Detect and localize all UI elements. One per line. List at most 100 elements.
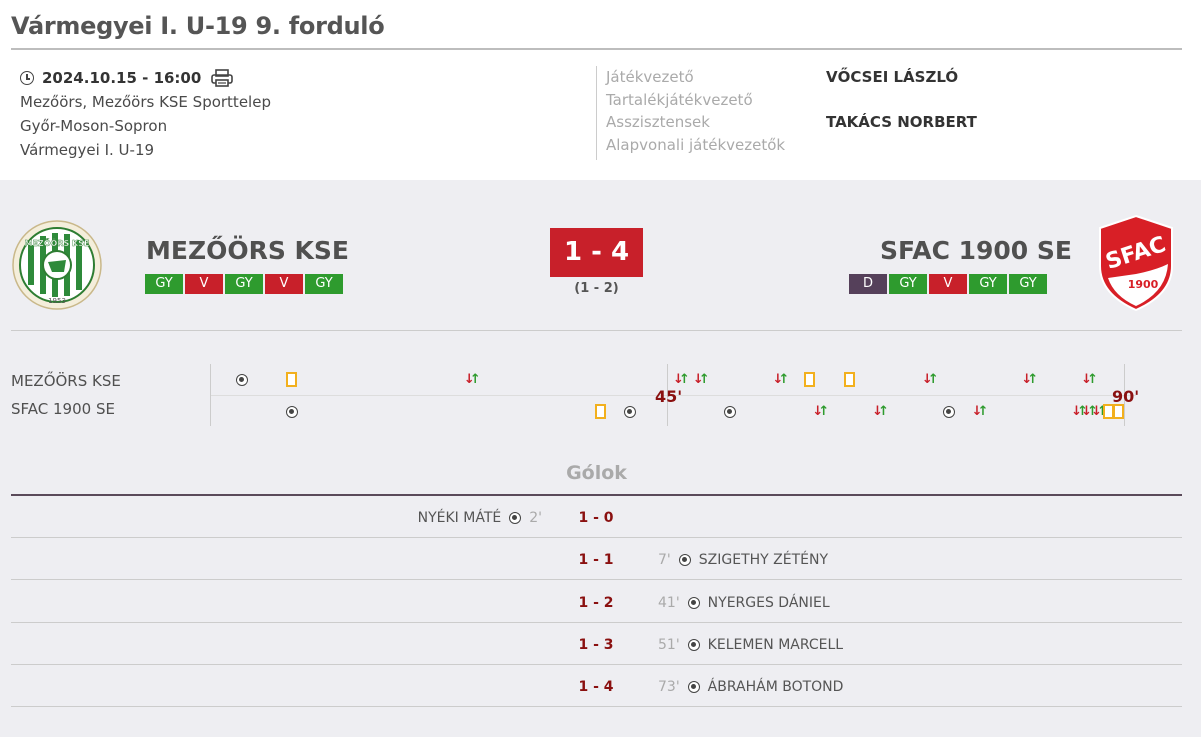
goal-minute: 7' bbox=[658, 552, 671, 569]
away-goal-entry: 41' NYERGES DÁNIEL bbox=[658, 595, 830, 611]
home-form-2: V bbox=[185, 274, 223, 294]
away-ball-event[interactable] bbox=[285, 406, 298, 418]
goal-row: 1 - 3 51' KELEMEN MARCELL bbox=[11, 623, 1182, 665]
timeline-half-tick bbox=[667, 364, 668, 426]
match-datetime: 2024.10.15 - 16:00 bbox=[42, 69, 202, 87]
away-card-event[interactable] bbox=[594, 404, 606, 419]
goal-score: 1 - 2 bbox=[578, 594, 614, 611]
home-sub-event[interactable] bbox=[773, 372, 790, 388]
goal-scorer[interactable]: NYERGES DÁNIEL bbox=[707, 594, 830, 611]
final-score: 1 - 4 bbox=[550, 228, 643, 277]
home-sub-event[interactable] bbox=[693, 372, 710, 388]
goal-minute: 73' bbox=[658, 679, 680, 696]
home-card-event[interactable] bbox=[843, 372, 855, 387]
away-goal-entry: 73' ÁBRAHÁM BOTOND bbox=[658, 679, 843, 695]
ball-icon bbox=[687, 638, 700, 651]
away-form-3: V bbox=[929, 274, 967, 294]
home-sub-event[interactable] bbox=[1081, 372, 1098, 388]
halftime-score: (1 - 2) bbox=[574, 281, 619, 296]
goal-row: 1 - 0 NYÉKI MÁTÉ 2' bbox=[11, 496, 1182, 538]
away-form-4: GY bbox=[969, 274, 1007, 294]
ball-icon bbox=[509, 512, 522, 524]
goal-scorer[interactable]: ÁBRAHÁM BOTOND bbox=[707, 679, 844, 696]
away-card-event[interactable] bbox=[1112, 404, 1124, 419]
printer-icon[interactable] bbox=[211, 69, 234, 87]
home-sub-event[interactable] bbox=[673, 372, 690, 388]
away-ball-event[interactable] bbox=[723, 406, 736, 418]
home-form-3: GY bbox=[225, 274, 263, 294]
referee-name: VŐCSEI LÁSZLÓ bbox=[826, 68, 959, 86]
goal-line-referees-label: Alapvonali játékvezetők bbox=[606, 135, 786, 154]
timeline-start-tick bbox=[210, 364, 211, 426]
match-league: Vármegyei I. U-19 bbox=[20, 141, 155, 159]
away-team-name[interactable]: SFAC 1900 SE bbox=[880, 236, 1072, 265]
info-separator bbox=[596, 66, 597, 160]
timeline-full-label: 90' bbox=[1112, 387, 1140, 406]
goal-scorer[interactable]: NYÉKI MÁTÉ bbox=[417, 510, 502, 526]
home-sub-event[interactable] bbox=[464, 372, 481, 388]
assistant-name: TAKÁCS NORBERT bbox=[826, 113, 977, 131]
away-form-1: D bbox=[849, 274, 887, 294]
away-form: D GY V GY GY bbox=[849, 274, 1047, 294]
home-goal-entry: NYÉKI MÁTÉ 2' bbox=[418, 510, 542, 526]
goals-title: Gólok bbox=[566, 462, 627, 484]
match-info: 2024.10.15 - 16:00 Mezőörs, Mezőörs KSE … bbox=[20, 66, 271, 162]
away-sub-event[interactable] bbox=[872, 404, 889, 420]
home-ball-event[interactable] bbox=[235, 374, 248, 386]
goal-score: 1 - 1 bbox=[578, 552, 614, 569]
timeline-end-tick bbox=[1124, 364, 1125, 426]
away-form-5: GY bbox=[1009, 274, 1047, 294]
goal-scorer[interactable]: KELEMEN MARCELL bbox=[707, 636, 844, 653]
goal-line-referees-name bbox=[826, 134, 977, 157]
assistants-label: Asszisztensek bbox=[606, 113, 710, 131]
away-goal-entry: 51' KELEMEN MARCELL bbox=[658, 637, 843, 653]
referee-labels: Játékvezető Tartalékjátékvezető Assziszt… bbox=[606, 66, 785, 156]
match-county: Győr-Moson-Sopron bbox=[20, 117, 168, 135]
away-ball-event[interactable] bbox=[624, 406, 637, 418]
home-team-logo[interactable]: MEZŐÖRS KSE 1953 bbox=[12, 220, 102, 310]
goals-divider bbox=[11, 494, 1182, 496]
home-form: GY V GY V GY bbox=[145, 274, 343, 294]
goal-row: 1 - 2 41' NYERGES DÁNIEL bbox=[11, 581, 1182, 623]
away-goal-entry: 7' SZIGETHY ZÉTÉNY bbox=[658, 552, 828, 568]
timeline-axis bbox=[210, 395, 1136, 396]
goal-row: 1 - 4 73' ÁBRAHÁM BOTOND bbox=[11, 665, 1182, 708]
section-divider bbox=[11, 330, 1182, 331]
away-form-2: GY bbox=[889, 274, 927, 294]
goal-minute: 2' bbox=[529, 510, 542, 526]
reserve-referee-label: Tartalékjátékvezető bbox=[606, 90, 753, 109]
home-card-event[interactable] bbox=[286, 372, 298, 387]
away-logo-year: 1900 bbox=[1128, 278, 1159, 291]
goal-scorer[interactable]: SZIGETHY ZÉTÉNY bbox=[698, 552, 829, 569]
title-divider bbox=[11, 48, 1182, 50]
timeline-away-label: SFAC 1900 SE bbox=[11, 400, 115, 418]
goal-minute: 41' bbox=[658, 594, 680, 611]
clock-icon bbox=[20, 71, 34, 85]
ball-icon bbox=[687, 681, 700, 694]
goal-minute: 51' bbox=[658, 636, 680, 653]
goal-score: 1 - 4 bbox=[578, 679, 614, 696]
goal-row: 1 - 1 7' SZIGETHY ZÉTÉNY bbox=[11, 538, 1182, 581]
ball-icon bbox=[678, 554, 691, 567]
away-sub-event[interactable] bbox=[972, 404, 989, 420]
home-team-name[interactable]: MEZŐÖRS KSE bbox=[146, 236, 350, 265]
referee-label: Játékvezető bbox=[606, 68, 694, 86]
timeline-half-label: 45' bbox=[655, 387, 683, 406]
home-sub-event[interactable] bbox=[922, 372, 939, 388]
referee-values: VŐCSEI LÁSZLÓ TAKÁCS NORBERT bbox=[826, 66, 977, 156]
home-form-1: GY bbox=[145, 274, 183, 294]
away-sub-event[interactable] bbox=[812, 404, 829, 420]
home-form-5: GY bbox=[305, 274, 343, 294]
match-venue: Mezőörs, Mezőörs KSE Sporttelep bbox=[20, 93, 271, 111]
home-logo-year: 1953 bbox=[48, 297, 66, 305]
home-sub-event[interactable] bbox=[1021, 372, 1038, 388]
home-card-event[interactable] bbox=[803, 372, 815, 387]
home-logo-text: MEZŐÖRS KSE bbox=[25, 238, 90, 248]
away-team-logo[interactable]: SFAC 1900 bbox=[1096, 214, 1176, 312]
goal-score: 1 - 0 bbox=[578, 510, 614, 526]
reserve-referee-name bbox=[826, 89, 977, 112]
away-sub-event[interactable] bbox=[1091, 404, 1108, 420]
timeline-home-label: MEZŐÖRS KSE bbox=[11, 372, 121, 390]
goal-score: 1 - 3 bbox=[578, 636, 614, 653]
away-ball-event[interactable] bbox=[942, 406, 955, 418]
